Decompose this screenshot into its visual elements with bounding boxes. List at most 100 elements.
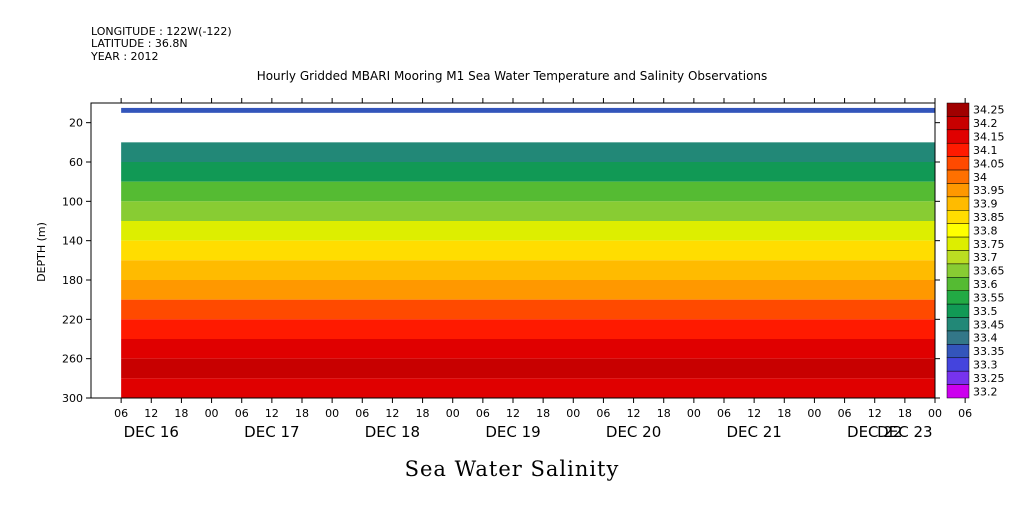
x-tick-label-3: 00: [205, 407, 219, 420]
salinity-band-280m: [121, 378, 935, 398]
colorbar-label-3: 34.1: [973, 144, 998, 157]
x-tick-label-13: 12: [506, 407, 520, 420]
x-tick-label-28: 06: [958, 407, 972, 420]
colorbar-cell-3: [946, 142, 970, 157]
x-tick-label-12: 06: [476, 407, 490, 420]
colorbar-cell-7: [946, 196, 970, 211]
colorbar-label-17: 33.4: [973, 332, 998, 345]
x-day-label-7: DEC 23: [877, 423, 932, 441]
x-tick-label-0: 06: [114, 407, 128, 420]
colorbar-cell-12: [946, 263, 970, 278]
colorbar-label-2: 34.15: [973, 131, 1005, 144]
x-tick-label-26: 18: [898, 407, 912, 420]
colorbar-label-16: 33.45: [973, 318, 1005, 331]
colorbar-label-4: 34.05: [973, 157, 1005, 170]
colorbar-cell-2: [946, 129, 970, 144]
salinity-band-240m: [121, 339, 935, 359]
colorbar-label-8: 33.85: [973, 211, 1005, 224]
colorbar-cell-4: [946, 156, 970, 171]
y-tick-label-140: 140: [62, 235, 83, 248]
colorbar-label-10: 33.75: [973, 238, 1005, 251]
x-tick-label-16: 06: [596, 407, 610, 420]
x-tick-label-15: 00: [566, 407, 580, 420]
colorbar-label-20: 33.25: [973, 372, 1005, 385]
x-tick-label-22: 18: [777, 407, 791, 420]
y-tick-label-220: 220: [62, 313, 83, 326]
x-tick-label-8: 06: [355, 407, 369, 420]
x-tick-label-2: 18: [174, 407, 188, 420]
x-day-label-1: DEC 17: [244, 423, 299, 441]
x-tick-label-6: 18: [295, 407, 309, 420]
x-tick-label-20: 06: [717, 407, 731, 420]
colorbar-label-7: 33.9: [973, 198, 998, 211]
salinity-band-160m: [121, 260, 935, 280]
x-tick-label-18: 18: [657, 407, 671, 420]
colorbar-cell-11: [946, 250, 970, 265]
colorbar-label-15: 33.5: [973, 305, 998, 318]
colorbar-cell-8: [946, 210, 970, 224]
colorbar-label-5: 34: [973, 171, 987, 184]
salinity-band-220m: [121, 319, 935, 339]
x-tick-label-21: 12: [747, 407, 761, 420]
x-tick-label-1: 12: [144, 407, 158, 420]
y-tick-label-100: 100: [62, 195, 83, 208]
salinity-band-60m: [121, 162, 935, 182]
x-tick-label-27: 00: [928, 407, 942, 420]
x-tick-label-10: 18: [416, 407, 430, 420]
x-tick-label-4: 06: [235, 407, 249, 420]
x-tick-label-14: 18: [536, 407, 550, 420]
x-axis-label: Sea Water Salinity: [405, 457, 620, 481]
latitude-label: LATITUDE : 36.8N: [91, 37, 188, 50]
colorbar-cell-1: [946, 116, 970, 131]
colorbar-cell-5: [946, 169, 970, 184]
salinity-band-100m: [121, 201, 935, 221]
colorbar-cell-10: [946, 236, 970, 251]
x-day-label-3: DEC 19: [485, 423, 540, 441]
y-axis-label: DEPTH (m): [35, 222, 48, 282]
colorbar-label-11: 33.7: [973, 251, 998, 264]
salinity-band-120m: [121, 221, 935, 241]
colorbar-label-21: 33.2: [973, 385, 998, 398]
x-tick-label-7: 00: [325, 407, 339, 420]
x-tick-label-5: 12: [265, 407, 279, 420]
colorbar-label-13: 33.6: [973, 278, 998, 291]
y-tick-label-60: 60: [69, 156, 83, 169]
colorbar-cell-6: [946, 183, 970, 198]
colorbar-label-19: 33.3: [973, 358, 998, 371]
x-tick-label-23: 00: [807, 407, 821, 420]
colorbar-label-14: 33.55: [973, 291, 1005, 304]
colorbar-cell-18: [946, 344, 970, 359]
x-tick-label-9: 12: [385, 407, 399, 420]
x-day-label-2: DEC 18: [365, 423, 420, 441]
plot-area: 20 60 100 140 180 220 260 300 06 12 18 00 06 12 18 00 06…: [62, 98, 972, 441]
salinity-band-40m: [121, 142, 935, 162]
x-day-label-4: DEC 20: [606, 423, 661, 441]
salinity-band-260m: [121, 358, 935, 379]
year-label: YEAR : 2012: [90, 50, 159, 63]
colorbar-label-6: 33.95: [973, 184, 1005, 197]
colorbar-cell-21: [946, 384, 970, 399]
x-tick-label-25: 12: [868, 407, 882, 420]
colorbar-cell-19: [946, 357, 970, 372]
x-tick-label-19: 00: [687, 407, 701, 420]
x-tick-label-17: 12: [627, 407, 641, 420]
y-tick-label-20: 20: [69, 117, 83, 130]
x-day-label-0: DEC 16: [124, 423, 179, 441]
chart-title: Hourly Gridded MBARI Mooring M1 Sea Wate…: [257, 69, 768, 83]
colorbar-label-1: 34.2: [973, 117, 998, 130]
x-tick-label-24: 06: [838, 407, 852, 420]
colorbar-cell-16: [946, 317, 970, 332]
colorbar-cell-9: [946, 223, 970, 238]
colorbar-cell-14: [946, 290, 970, 305]
colorbar-cell-15: [946, 303, 970, 318]
x-day-label-5: DEC 21: [726, 423, 781, 441]
x-day-label-6: DEC 22: [847, 423, 902, 441]
salinity-band-180m: [121, 280, 935, 300]
colorbar-label-0: 34.25: [973, 104, 1005, 117]
y-tick-label-260: 260: [62, 353, 83, 366]
colorbar-label-18: 33.35: [973, 345, 1005, 358]
salinity-band-140m: [121, 240, 935, 261]
